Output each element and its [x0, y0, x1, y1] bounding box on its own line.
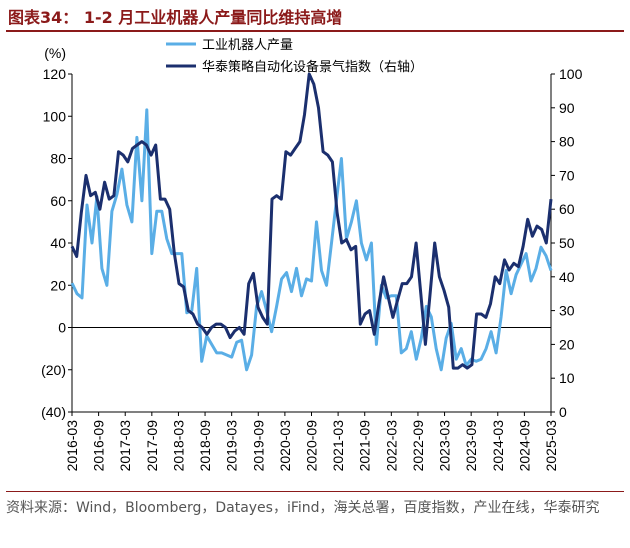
x-tick-label: 2017-09	[144, 420, 160, 472]
right-tick-label: 30	[559, 303, 575, 319]
right-tick-label: 20	[559, 336, 575, 352]
legend-label: 工业机器人产量	[202, 38, 293, 53]
figure-title: 图表34： 1-2 月工业机器人产量同比维持高增	[8, 8, 343, 27]
left-tick-label: (20)	[41, 362, 66, 378]
x-tick-label: 2020-09	[304, 420, 320, 472]
left-tick-label: 120	[43, 66, 67, 82]
left-tick-label: 0	[58, 320, 66, 336]
source-note: 资料来源：Wind，Bloomberg，Datayes，iFind，海关总署，百…	[6, 500, 600, 516]
x-tick-label: 2017-03	[117, 420, 133, 472]
right-tick-label: 80	[559, 134, 575, 150]
left-tick-label: (40)	[41, 404, 66, 420]
x-tick-label: 2020-03	[277, 420, 293, 472]
x-tick-label: 2022-09	[410, 420, 426, 472]
x-tick-label: 2023-03	[437, 420, 453, 472]
x-tick-label: 2019-03	[224, 420, 240, 472]
left-tick-label: 80	[50, 151, 66, 167]
x-tick-label: 2021-09	[357, 420, 373, 472]
legend-label: 华泰策略自动化设备景气指数（右轴）	[202, 59, 423, 75]
series-layer	[70, 72, 553, 372]
x-tick-label: 2021-03	[330, 420, 346, 472]
right-tick-label: 10	[559, 370, 575, 386]
x-tick-label: 2022-03	[383, 420, 399, 472]
x-tick-label: 2018-03	[170, 420, 186, 472]
footer-rule	[6, 491, 624, 492]
x-tick-label: 2016-09	[91, 420, 107, 472]
left-tick-label: 60	[50, 193, 66, 209]
right-tick-label: 90	[559, 100, 575, 116]
x-tick-label: 2024-09	[516, 420, 532, 472]
right-tick-label: 100	[559, 66, 583, 82]
right-tick-label: 70	[559, 167, 575, 183]
series-line-automation-index	[70, 72, 553, 370]
right-tick-label: 50	[559, 235, 575, 251]
title-rule	[6, 30, 624, 32]
left-axis-unit: (%)	[44, 45, 66, 61]
x-tick-label: 2023-09	[463, 420, 479, 472]
x-tick-label: 2016-03	[64, 420, 80, 472]
x-tick-label: 2025-03	[543, 420, 559, 472]
right-tick-label: 0	[559, 404, 567, 420]
line-chart: 120100806040200(20)(40)(%)10090807060504…	[41, 38, 582, 471]
x-tick-label: 2019-09	[250, 420, 266, 472]
axes: 120100806040200(20)(40)(%)10090807060504…	[41, 45, 582, 471]
left-tick-label: 40	[50, 235, 66, 251]
series-line-robot-output	[70, 108, 553, 372]
left-tick-label: 20	[50, 277, 66, 293]
right-tick-label: 60	[559, 201, 575, 217]
x-tick-label: 2024-03	[490, 420, 506, 472]
right-tick-label: 40	[559, 269, 575, 285]
x-tick-label: 2018-09	[197, 420, 213, 472]
left-tick-label: 100	[43, 108, 67, 124]
